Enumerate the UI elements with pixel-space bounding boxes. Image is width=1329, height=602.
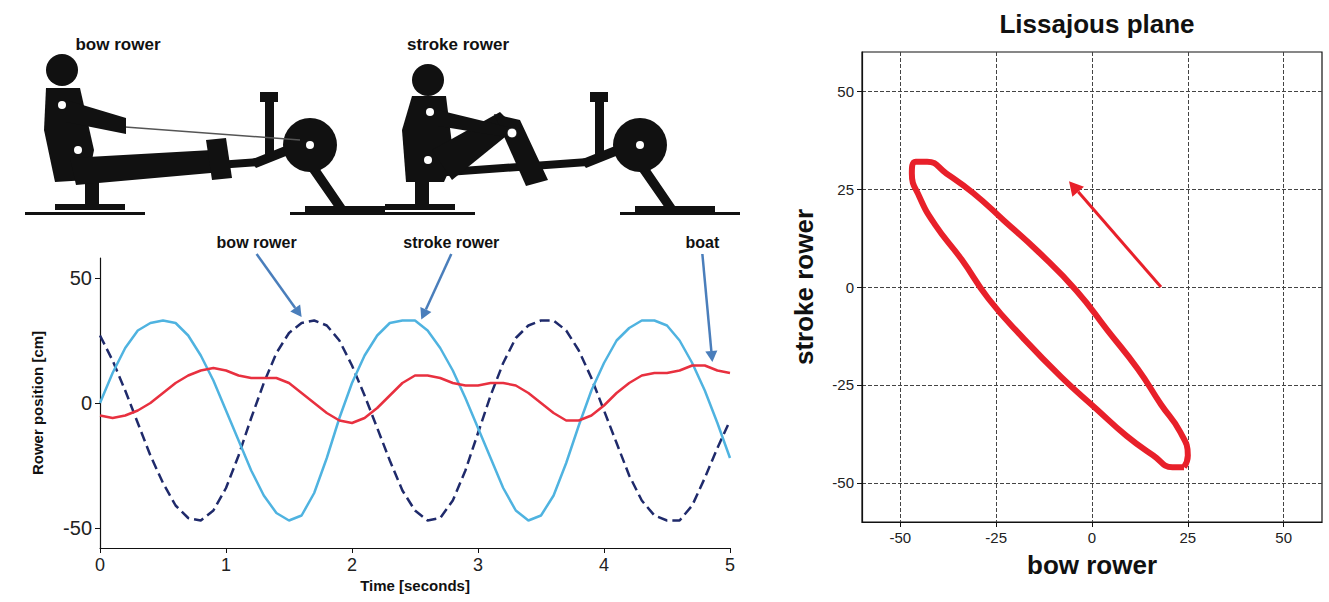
svg-text:bow rower: bow rower [1027, 550, 1157, 580]
svg-text:0: 0 [846, 279, 854, 296]
svg-text:boat: boat [685, 234, 719, 251]
svg-text:-50: -50 [63, 517, 92, 539]
svg-text:stroke rower: stroke rower [407, 35, 509, 54]
svg-text:stroke rower: stroke rower [403, 234, 499, 251]
svg-text:Lissajous plane: Lissajous plane [999, 9, 1194, 39]
svg-text:0: 0 [1088, 529, 1096, 546]
svg-text:0: 0 [95, 555, 105, 575]
svg-text:50: 50 [837, 83, 854, 100]
svg-text:3: 3 [473, 555, 483, 575]
svg-text:50: 50 [70, 267, 92, 289]
svg-text:bow rower: bow rower [217, 234, 297, 251]
svg-text:-25: -25 [832, 376, 854, 393]
svg-text:Rower position [cm]: Rower position [cm] [29, 331, 46, 475]
svg-text:bow rower: bow rower [75, 35, 160, 54]
svg-text:0: 0 [81, 392, 92, 414]
svg-text:2: 2 [347, 555, 357, 575]
svg-text:25: 25 [837, 181, 854, 198]
svg-text:50: 50 [1275, 529, 1292, 546]
svg-text:25: 25 [1179, 529, 1196, 546]
svg-text:4: 4 [599, 555, 609, 575]
svg-text:5: 5 [725, 555, 735, 575]
svg-text:1: 1 [221, 555, 231, 575]
svg-text:-50: -50 [889, 529, 911, 546]
svg-text:-50: -50 [832, 474, 854, 491]
svg-text:Time [seconds]: Time [seconds] [360, 577, 470, 594]
svg-text:-25: -25 [985, 529, 1007, 546]
svg-text:stroke rower: stroke rower [789, 209, 819, 365]
